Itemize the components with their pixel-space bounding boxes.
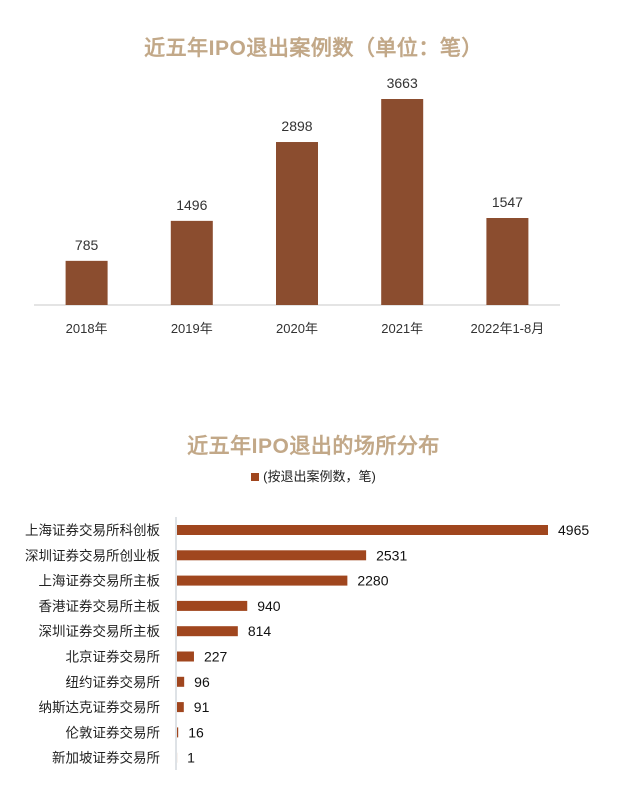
- bar: [177, 702, 184, 713]
- category-label: 深圳证券交易所主板: [39, 623, 161, 639]
- category-label: 新加坡证券交易所: [52, 750, 160, 766]
- bar: [177, 575, 348, 586]
- data-label: 3663: [387, 75, 418, 91]
- category-label: 2021年: [381, 321, 423, 336]
- category-label: 2018年: [66, 321, 108, 336]
- bar: [177, 525, 548, 535]
- data-label: 96: [194, 674, 210, 690]
- bar: [276, 142, 318, 305]
- data-label: 1496: [176, 197, 207, 213]
- bar: [170, 220, 213, 305]
- bar: [177, 550, 367, 561]
- chart1-title: 近五年IPO退出案例数（单位：笔）: [144, 37, 483, 60]
- data-label: 2531: [376, 547, 407, 563]
- category-label: 2019年: [171, 321, 213, 336]
- category-label: 上海证券交易所主板: [39, 573, 161, 589]
- bar: [381, 99, 424, 305]
- category-label: 上海证券交易所科创板: [25, 522, 160, 538]
- data-label: 1: [187, 750, 195, 766]
- bar: [177, 676, 185, 687]
- data-label: 2898: [281, 118, 312, 134]
- bar: [486, 217, 529, 305]
- bar: [177, 600, 248, 611]
- data-label: 814: [248, 623, 272, 639]
- category-label: 香港证券交易所主板: [39, 598, 161, 614]
- data-label: 4965: [558, 522, 589, 538]
- bar: [65, 260, 108, 305]
- category-label: 深圳证券交易所创业板: [25, 547, 160, 563]
- data-label: 785: [75, 237, 99, 253]
- data-label: 16: [188, 724, 204, 740]
- data-label: 227: [204, 649, 228, 665]
- category-label: 2020年: [276, 321, 318, 336]
- data-label: 91: [194, 699, 210, 715]
- bar: [177, 727, 179, 738]
- chart2-title: 近五年IPO退出的场所分布: [187, 435, 440, 458]
- data-label: 2280: [357, 573, 388, 589]
- data-label: 1547: [492, 194, 523, 210]
- legend-swatch: [251, 472, 260, 481]
- category-label: 北京证券交易所: [66, 649, 161, 665]
- chart2-legend: (按退出案例数，笔): [0, 466, 627, 485]
- category-label: 2022年1-8月: [471, 321, 545, 336]
- legend-label: (按退出案例数，笔): [263, 469, 376, 484]
- category-label: 纽约证券交易所: [66, 674, 161, 690]
- category-label: 纳斯达克证券交易所: [39, 699, 161, 715]
- data-label: 940: [257, 598, 281, 614]
- bar: [177, 626, 238, 637]
- chart1-bar-chart: 785 2018年 1496 2019年 2898 2020年 3663 2021年 1547 2…: [34, 75, 560, 336]
- bar: [177, 651, 194, 662]
- category-label: 伦敦证券交易所: [66, 724, 161, 740]
